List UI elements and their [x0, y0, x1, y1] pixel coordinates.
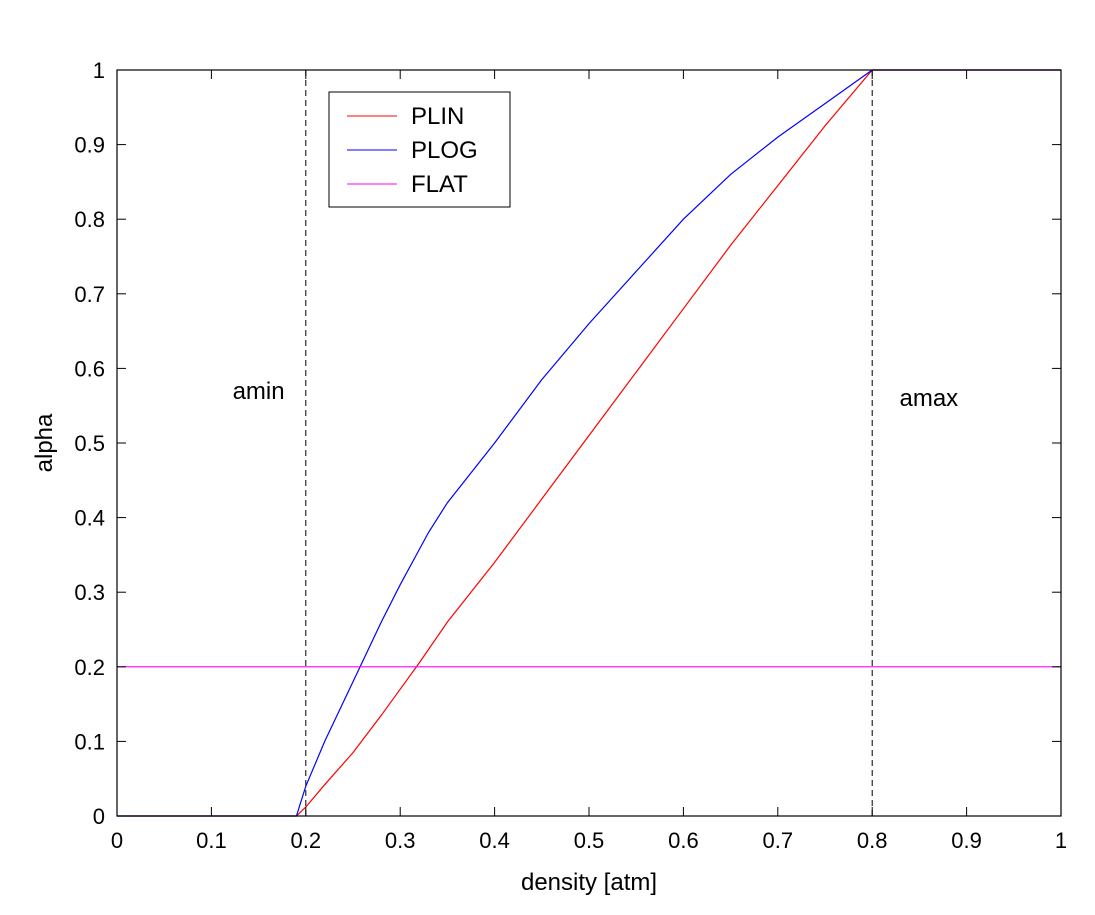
y-tick-label: 0.2 [74, 655, 105, 680]
y-tick-label: 0.3 [74, 580, 105, 605]
annotation-amin: amin [233, 378, 285, 405]
x-tick-label: 0.2 [291, 828, 322, 853]
x-tick-label: 0.5 [574, 828, 605, 853]
legend: PLIN PLOG FLAT [328, 91, 511, 208]
y-tick-label: 0 [93, 804, 105, 829]
legend-label-plog: PLOG [411, 137, 478, 164]
x-tick-label: 0.3 [385, 828, 416, 853]
y-axis-label: alpha [31, 413, 58, 472]
x-axis-ticks: 0 0.1 0.2 0.3 0.4 0.5 0.6 0.7 0.8 0.9 1 [111, 70, 1067, 853]
x-tick-label: 0.7 [763, 828, 794, 853]
y-axis-ticks: 0 0.1 0.2 0.3 0.4 0.5 0.6 0.7 0.8 0.9 1 [74, 58, 1061, 829]
y-tick-label: 0.4 [74, 506, 105, 531]
y-tick-label: 0.7 [74, 282, 105, 307]
x-axis-label: density [atm] [521, 869, 657, 896]
y-tick-label: 1 [93, 58, 105, 83]
y-tick-label: 0.8 [74, 207, 105, 232]
y-tick-label: 0.9 [74, 133, 105, 158]
legend-label-flat: FLAT [411, 171, 468, 198]
reference-lines [305, 70, 873, 816]
x-tick-label: 0.8 [857, 828, 888, 853]
annotation-amax: amax [899, 385, 958, 412]
y-tick-label: 0.1 [74, 729, 105, 754]
x-tick-label: 0.6 [668, 828, 699, 853]
x-tick-label: 1 [1055, 828, 1067, 853]
x-tick-label: 0 [111, 828, 123, 853]
y-tick-label: 0.5 [74, 431, 105, 456]
x-tick-label: 0.9 [951, 828, 982, 853]
x-tick-label: 0.1 [196, 828, 227, 853]
y-tick-label: 0.6 [74, 356, 105, 381]
x-tick-label: 0.4 [479, 828, 510, 853]
legend-label-plin: PLIN [411, 103, 464, 130]
